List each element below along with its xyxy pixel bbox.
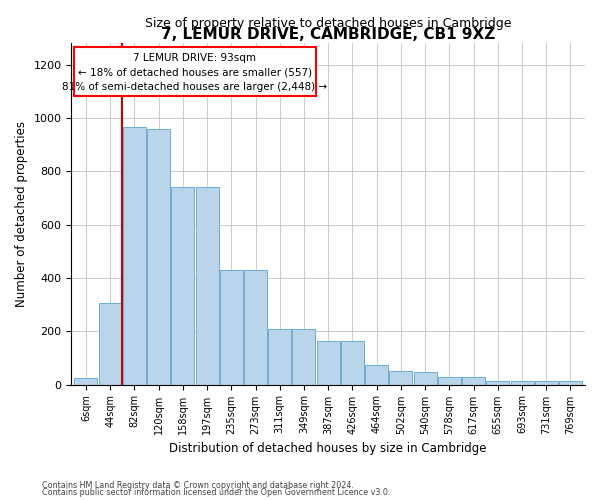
Bar xyxy=(511,380,533,384)
Text: Contains HM Land Registry data © Crown copyright and database right 2024.: Contains HM Land Registry data © Crown c… xyxy=(42,480,354,490)
Bar xyxy=(172,188,194,384)
Bar xyxy=(317,340,340,384)
Bar xyxy=(292,328,316,384)
Bar xyxy=(244,270,267,384)
Bar xyxy=(389,371,412,384)
Bar xyxy=(220,270,243,384)
Text: Size of property relative to detached houses in Cambridge: Size of property relative to detached ho… xyxy=(145,17,511,30)
Text: Contains public sector information licensed under the Open Government Licence v3: Contains public sector information licen… xyxy=(42,488,391,497)
Bar xyxy=(365,364,388,384)
Bar xyxy=(98,304,122,384)
Text: 81% of semi-detached houses are larger (2,448) →: 81% of semi-detached houses are larger (… xyxy=(62,82,328,92)
FancyBboxPatch shape xyxy=(74,46,316,96)
Bar xyxy=(559,380,582,384)
Y-axis label: Number of detached properties: Number of detached properties xyxy=(15,121,28,307)
Bar xyxy=(196,188,218,384)
Bar xyxy=(535,380,558,384)
Bar xyxy=(268,328,291,384)
Bar xyxy=(74,378,97,384)
Title: 7, LEMUR DRIVE, CAMBRIDGE, CB1 9XZ: 7, LEMUR DRIVE, CAMBRIDGE, CB1 9XZ xyxy=(161,27,496,42)
Bar xyxy=(462,376,485,384)
Bar xyxy=(486,380,509,384)
Bar xyxy=(438,376,461,384)
Text: ← 18% of detached houses are smaller (557): ← 18% of detached houses are smaller (55… xyxy=(78,68,312,78)
Bar xyxy=(123,128,146,384)
X-axis label: Distribution of detached houses by size in Cambridge: Distribution of detached houses by size … xyxy=(169,442,487,455)
Bar xyxy=(147,128,170,384)
Bar xyxy=(341,340,364,384)
Bar xyxy=(413,372,437,384)
Text: 7 LEMUR DRIVE: 93sqm: 7 LEMUR DRIVE: 93sqm xyxy=(133,52,256,62)
